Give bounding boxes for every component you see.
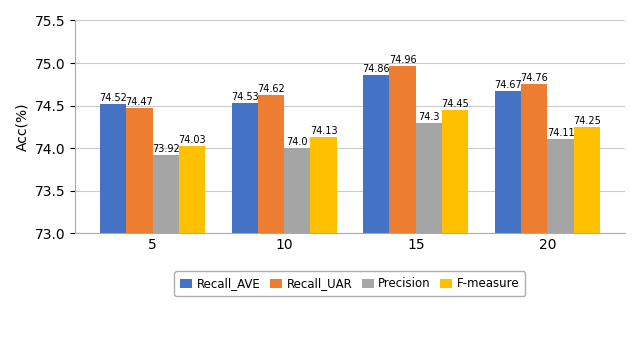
Text: 74.45: 74.45 [442,99,469,109]
Text: 74.03: 74.03 [178,135,206,145]
Bar [258,95,284,347]
Text: 74.25: 74.25 [573,116,601,126]
Text: 74.96: 74.96 [388,56,417,66]
Text: 74.13: 74.13 [310,126,337,136]
Bar [416,123,442,347]
Legend: Recall_AVE, Recall_UAR, Precision, F-measure: Recall_AVE, Recall_UAR, Precision, F-mea… [175,271,525,296]
Text: 73.92: 73.92 [152,144,180,154]
Bar [521,84,547,347]
Bar [363,75,389,347]
Text: 74.67: 74.67 [494,80,522,90]
Text: 74.47: 74.47 [125,97,153,107]
Bar [442,110,468,347]
Bar [100,104,126,347]
Bar [495,91,521,347]
Bar [389,67,416,347]
Bar [179,146,205,347]
Bar [152,155,179,347]
Bar [126,108,152,347]
Bar [310,137,337,347]
Text: 74.86: 74.86 [362,64,390,74]
Y-axis label: Acc(%): Acc(%) [15,103,29,151]
Text: 74.52: 74.52 [99,93,127,103]
Bar [232,103,258,347]
Text: 74.3: 74.3 [418,112,440,122]
Text: 74.11: 74.11 [547,128,574,138]
Text: 74.0: 74.0 [287,137,308,147]
Bar [573,127,600,347]
Text: 74.62: 74.62 [257,84,285,94]
Bar [284,148,310,347]
Bar [547,139,573,347]
Text: 74.76: 74.76 [520,73,548,83]
Text: 74.53: 74.53 [231,92,259,102]
